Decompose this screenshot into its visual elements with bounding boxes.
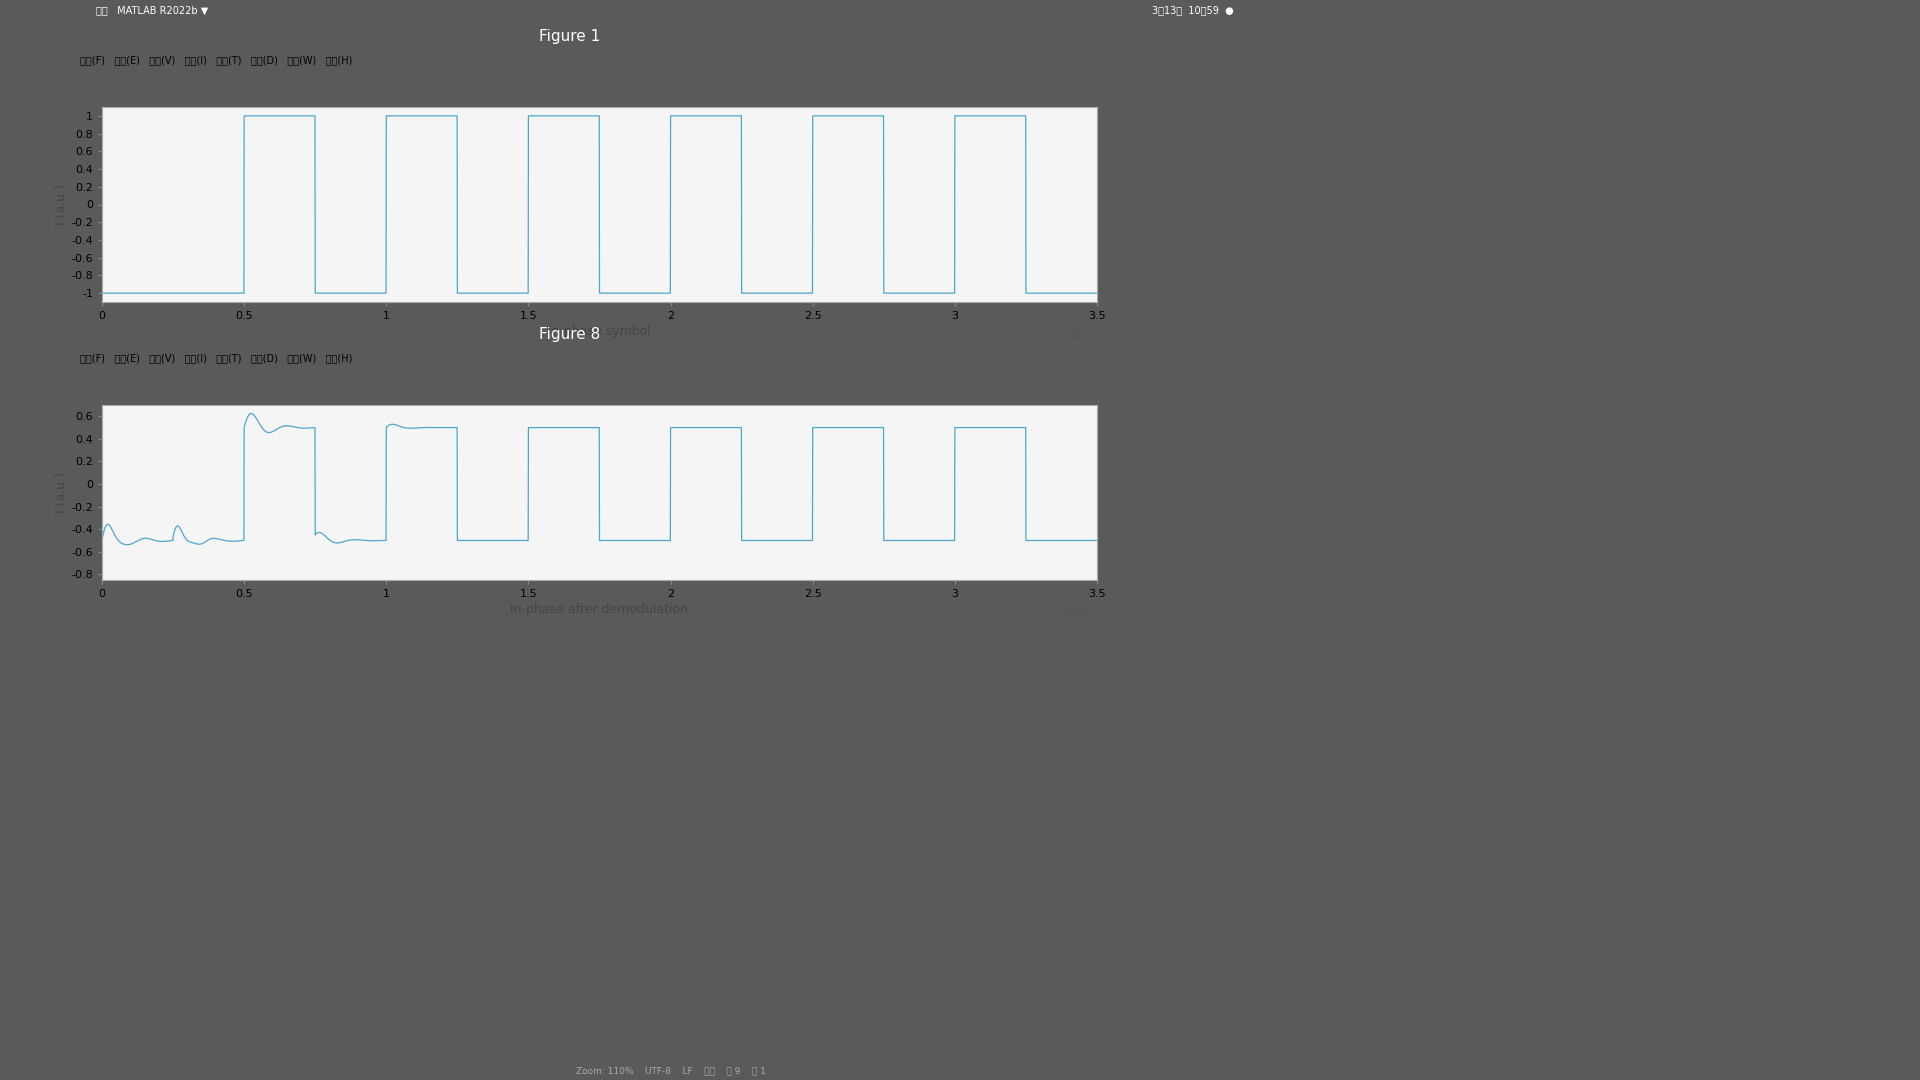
X-axis label: In-phase after demodulation: In-phase after demodulation — [511, 604, 689, 617]
Text: Zoom: 110%    UTF-8    LF    脚本    行 9    列 1: Zoom: 110% UTF-8 LF 脚本 行 9 列 1 — [576, 1067, 766, 1076]
Text: Figure 1: Figure 1 — [540, 28, 601, 43]
Y-axis label: I (a.u.): I (a.u.) — [56, 472, 69, 513]
Text: 文件(F)   编辑(E)   查看(V)   插入(I)   工具(T)   桌面(D)   窗口(W)   帮助(H): 文件(F) 编辑(E) 查看(V) 插入(I) 工具(T) 桌面(D) 窗口(W… — [79, 353, 351, 363]
Text: Figure 8: Figure 8 — [540, 326, 601, 341]
Y-axis label: I (a.u.): I (a.u.) — [56, 184, 69, 225]
Text: 文件(F)   编辑(E)   查看(V)   插入(I)   工具(T)   桌面(D)   窗口(W)   帮助(H): 文件(F) 编辑(E) 查看(V) 插入(I) 工具(T) 桌面(D) 窗口(W… — [79, 55, 351, 65]
Text: 3月13日  10：59  ●: 3月13日 10：59 ● — [1152, 5, 1235, 15]
Text: $\times10^{-3}$: $\times10^{-3}$ — [1060, 325, 1096, 342]
Text: 活动   MATLAB R2022b ▼: 活动 MATLAB R2022b ▼ — [96, 5, 207, 15]
X-axis label: In-phase symbol: In-phase symbol — [547, 325, 651, 338]
Text: $\times10^{-3}$: $\times10^{-3}$ — [1060, 605, 1096, 621]
